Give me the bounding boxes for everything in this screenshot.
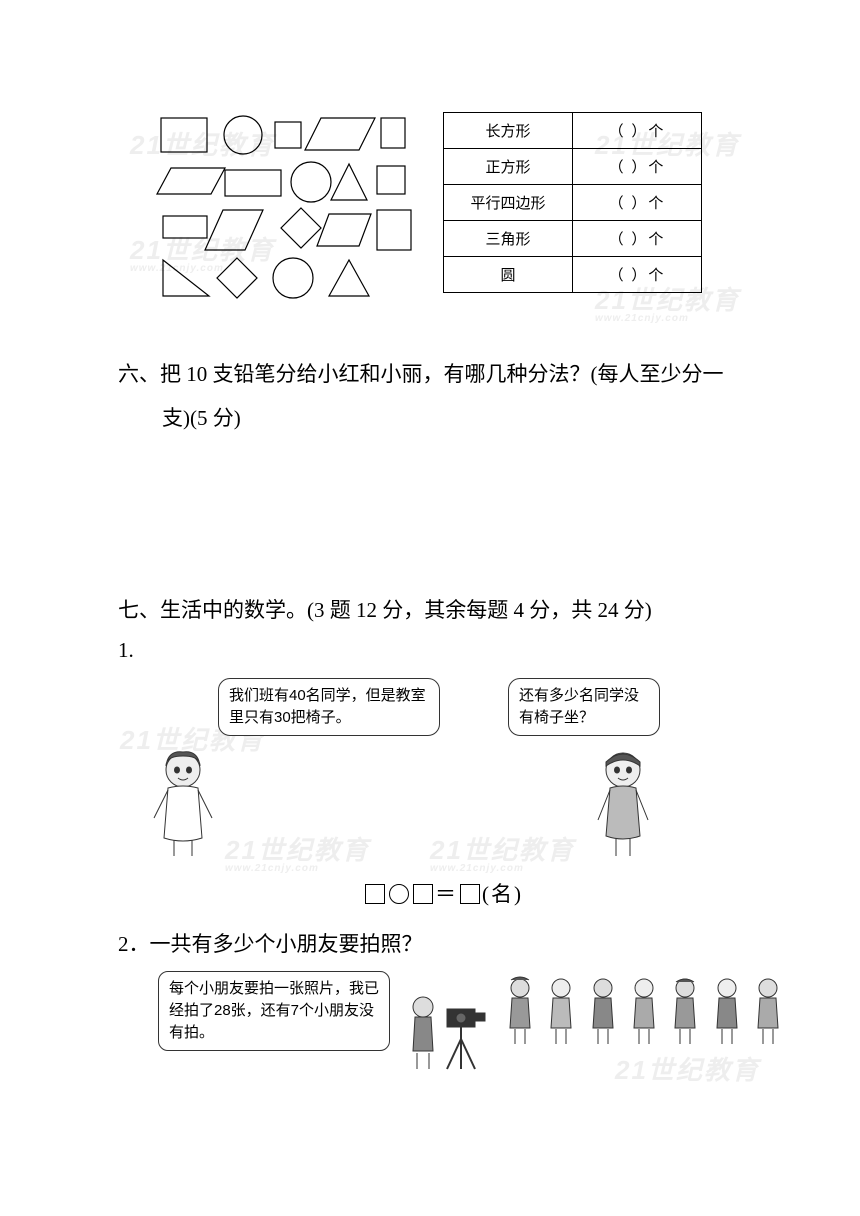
q6-line2: 支)(5 分) (118, 396, 768, 440)
shape-count-cell[interactable]: （ ）个 (573, 257, 702, 293)
question-6: 六、把 10 支铅笔分给小红和小丽，有哪几种分法？(每人至少分一 支)(5 分) (118, 352, 768, 440)
question-7-header: 七、生活中的数学。(3 题 12 分，其余每题 4 分，共 24 分) (118, 590, 768, 630)
dialog-illustration: 我们班有40名同学，但是教室里只有30把椅子。 还有多少名同学没有椅子坐？ (148, 678, 768, 868)
shapes-collection (153, 110, 413, 300)
shape-name-cell: 三角形 (444, 221, 573, 257)
shape-count-cell[interactable]: （ ）个 (573, 113, 702, 149)
table-row: 平行四边形 （ ）个 (444, 185, 702, 221)
table-row: 三角形 （ ）个 (444, 221, 702, 257)
shape-count-cell[interactable]: （ ）个 (573, 185, 702, 221)
page-content: 长方形 （ ）个 正方形 （ ）个 平行四边形 （ ）个 三角形 （ ）个 圆 … (118, 0, 768, 1086)
kid-icon (544, 976, 576, 1051)
q6-line1: 六、把 10 支铅笔分给小红和小丽，有哪几种分法？(每人至少分一 (118, 352, 768, 396)
blank-square-icon[interactable] (413, 884, 433, 904)
kid-icon (503, 976, 535, 1051)
shape-name-cell: 平行四边形 (444, 185, 573, 221)
shape-name-cell: 长方形 (444, 113, 573, 149)
shape-count-table: 长方形 （ ）个 正方形 （ ）个 平行四边形 （ ）个 三角形 （ ）个 圆 … (443, 112, 702, 293)
speech-bubble-girl: 我们班有40名同学，但是教室里只有30把椅子。 (218, 678, 440, 736)
kid-icon (710, 976, 742, 1051)
shape-name-cell: 正方形 (444, 149, 573, 185)
girl-icon (148, 748, 218, 863)
question-7-1-label: 1. (118, 638, 768, 663)
shape-count-cell[interactable]: （ ）个 (573, 149, 702, 185)
equation-unit: (名) (482, 882, 523, 906)
blank-square-icon[interactable] (460, 884, 480, 904)
speech-bubble-cameraman: 每个小朋友要拍一张照片，我已经拍了28张，还有7个小朋友没有拍。 (158, 971, 390, 1051)
blank-circle-icon[interactable] (389, 884, 409, 904)
table-row: 长方形 （ ）个 (444, 113, 702, 149)
photo-illustration: 每个小朋友要拍一张照片，我已经拍了28张，还有7个小朋友没有拍。 (158, 966, 768, 1086)
kid-icon (627, 976, 659, 1051)
equation-blank[interactable]: ＝(名) (118, 878, 768, 908)
kid-icon (586, 976, 618, 1051)
shape-name-cell: 圆 (444, 257, 573, 293)
blank-square-icon[interactable] (365, 884, 385, 904)
kid-icon (751, 976, 783, 1051)
kid-icon (668, 976, 700, 1051)
speech-bubble-boy: 还有多少名同学没有椅子坐？ (508, 678, 660, 736)
shape-count-cell[interactable]: （ ）个 (573, 221, 702, 257)
table-row: 正方形 （ ）个 (444, 149, 702, 185)
table-row: 圆 （ ）个 (444, 257, 702, 293)
boy-icon (588, 748, 658, 863)
shapes-figure-row: 长方形 （ ）个 正方形 （ ）个 平行四边形 （ ）个 三角形 （ ）个 圆 … (118, 110, 768, 330)
question-7-2: 2．一共有多少个小朋友要拍照？ (118, 928, 768, 958)
cameraman-icon (403, 991, 493, 1076)
kids-row (503, 976, 783, 1051)
